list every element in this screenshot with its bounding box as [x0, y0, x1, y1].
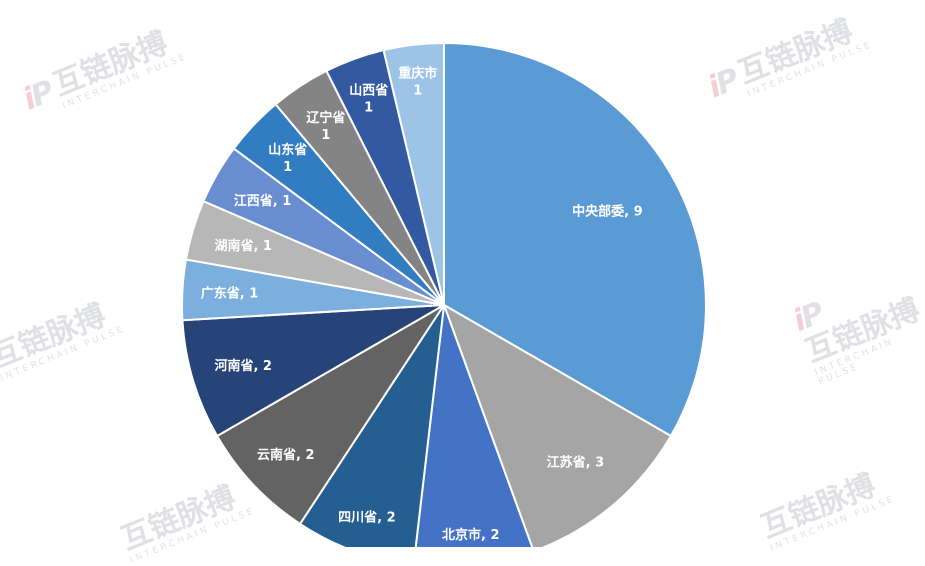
slice-label-5: 云南省, 2 [257, 447, 315, 463]
slice-label-13: 重庆市 1 [398, 66, 437, 99]
pie-slice-5 [215, 304, 445, 526]
slice-label-1: 中央部委, 9 [572, 204, 643, 220]
pie-slice-6 [181, 304, 445, 438]
slice-label-2: 江苏省, 3 [547, 455, 605, 471]
pie-chart: 中央部委, 9 江苏省, 3 北京市, 2 四川省, 2 云南省, 2 河南省, 2 广东省… [181, 41, 707, 547]
slice-label-11: 辽宁省 1 [306, 110, 345, 143]
slice-label-4: 四川省, 2 [338, 510, 396, 526]
pie-slice-13 [382, 41, 445, 306]
slice-label-12: 山西省 1 [349, 83, 388, 116]
pie-slice-2 [442, 302, 673, 547]
slice-label-10: 山东省 1 [268, 142, 307, 175]
slice-label-8: 湖南省, 1 [214, 238, 272, 254]
pie-slice-1 [443, 41, 707, 438]
pie-slice-4 [298, 304, 445, 547]
pie-slice-3 [414, 304, 534, 547]
slice-label-9: 江西省, 1 [234, 193, 292, 209]
slice-label-6: 河南省, 2 [214, 358, 272, 374]
slice-label-3: 北京市, 2 [442, 527, 500, 543]
slice-label-7: 广东省, 1 [201, 286, 259, 302]
